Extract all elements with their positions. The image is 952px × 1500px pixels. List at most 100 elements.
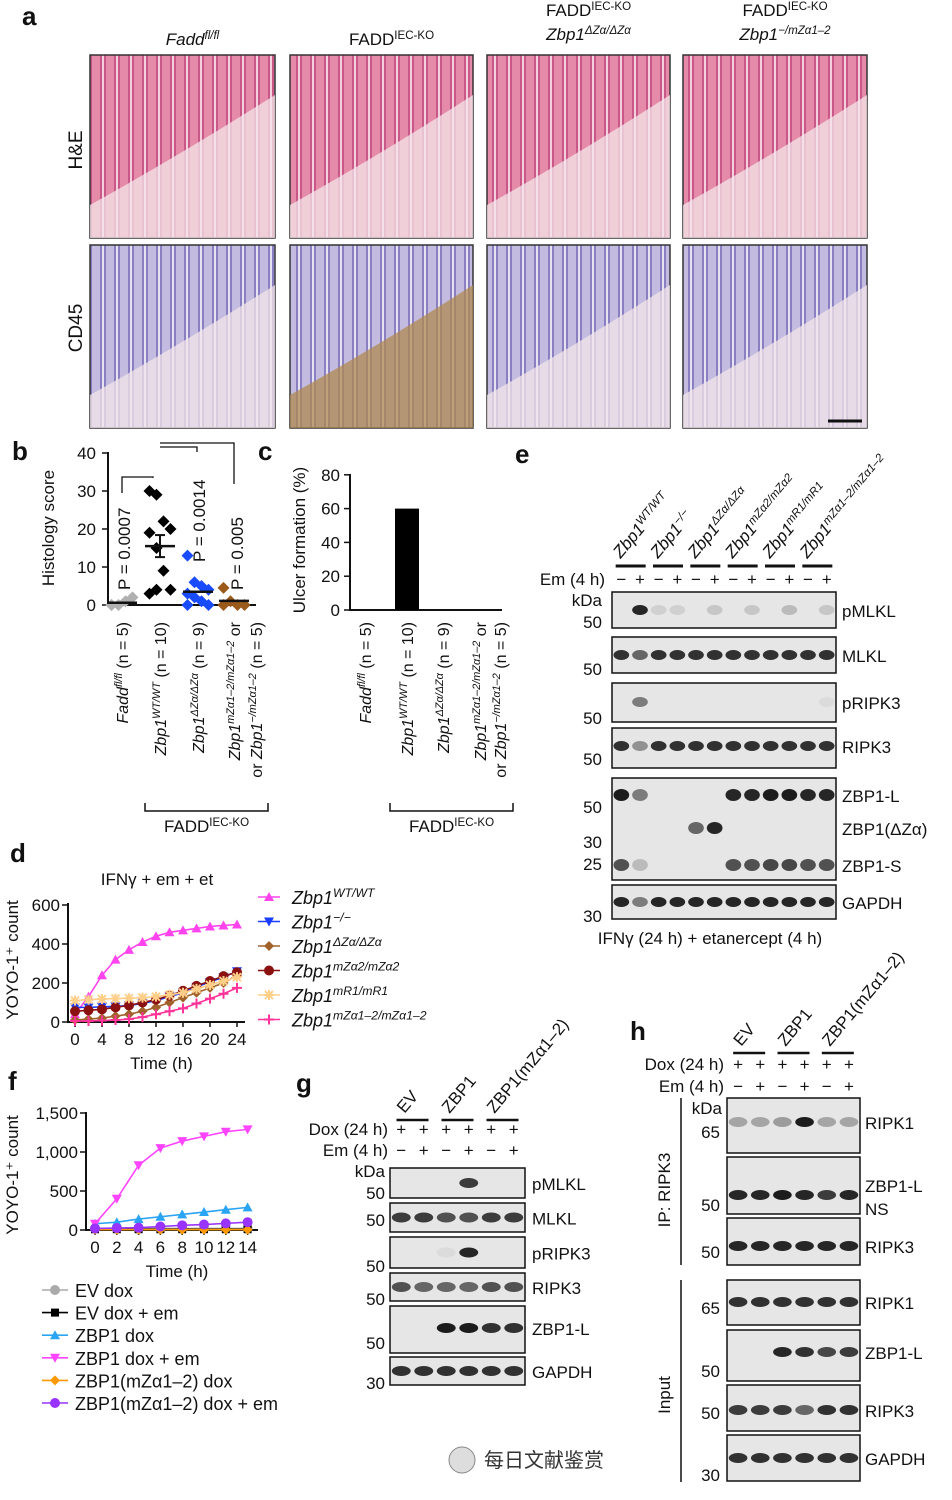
panel-label-a: a [22,1,37,31]
em-sign: − [654,570,664,589]
band [669,605,686,615]
band [744,741,760,751]
chart-title: IFNγ + em + et [101,870,214,889]
legend-label: Zbp1mZα2/mZα2 [291,960,400,982]
construct-label: ZBP1(mZα1–2) [818,948,907,1050]
dox-sign: + [509,1120,519,1139]
ip-label: IP: RIPK3 [655,1153,674,1228]
blot-row-label: ZBP1-L [842,787,900,806]
blot-h [726,1329,861,1382]
band [818,789,835,801]
dox-sign: + [396,1120,406,1139]
blot-row-label: GAPDH [532,1363,592,1382]
band [504,1323,524,1333]
data-point [164,1006,175,1017]
blot-membrane [726,1279,861,1326]
data-point [150,488,163,501]
group-label-b: or Zbp1−/mZα1–2 (n = 5) [247,622,266,778]
data-point [83,1005,94,1016]
panel-label-c: c [258,436,272,466]
band [632,741,648,751]
blot-row-label: RIPK3 [532,1279,581,1298]
group-label-c: or Zbp1−/mZα1–2 (n = 5) [491,622,510,778]
data-point [164,927,175,937]
blot-row-label: RIPK3 [842,738,891,757]
data-point [164,583,177,596]
series [90,1217,253,1234]
em-sign: + [635,570,645,589]
band [817,1117,837,1127]
band [391,1212,411,1223]
band [613,650,630,660]
ytick-label: 0 [87,596,96,615]
blot-e [611,727,837,769]
blot-row-label: RIPK1 [865,1114,914,1133]
group-label-b: Zbp1WT/WT (n = 10) [151,622,170,756]
data-point [199,1219,209,1230]
band [688,897,704,907]
kda-marker: 50 [583,798,602,817]
blot-e [611,591,837,629]
data-point [150,583,163,596]
xtick-label: 24 [228,1030,247,1049]
xtick-label: 2 [112,1238,121,1257]
band [818,741,835,751]
xtick-label: 10 [195,1238,214,1257]
blot-membrane [389,1167,526,1199]
data-point [177,1220,188,1231]
band [728,1453,748,1463]
band [459,1282,479,1292]
band [781,605,798,615]
em-sign: − [803,570,813,589]
data-point [151,1009,161,1020]
data-point [264,917,274,927]
x-axis-label: Time (h) [130,1054,193,1073]
band [839,1241,859,1251]
legend-item: EV dox [42,1281,133,1301]
blot-membrane [726,1434,861,1482]
blot-e [611,682,837,723]
data-point [83,994,94,1005]
panel-label-h: h [630,1016,646,1046]
data-point [124,1014,134,1025]
watermark-text: 每日文献鉴赏 [484,1448,604,1472]
group-bracket-label: FADDIEC-KO [164,817,249,836]
band [839,1297,859,1307]
xtick-label: 8 [124,1030,133,1049]
em-sign: + [464,1141,474,1160]
dox-sign: + [486,1120,496,1139]
kda-marker: 50 [701,1243,720,1262]
data-point [199,1132,209,1142]
dox-sign: + [464,1120,474,1139]
data-point [111,1194,122,1204]
dox-sign: + [419,1120,429,1139]
data-point [178,1003,188,1014]
band [744,605,760,615]
blot-membrane [726,1156,861,1215]
data-point [137,992,148,1003]
xtick-label: 0 [70,1030,79,1049]
legend-label: Zbp1mZα1–2/mZα1–2 [291,1009,427,1031]
data-point [126,591,139,604]
data-point [232,972,242,983]
band [817,1453,837,1463]
blot-membrane [611,636,837,674]
y-axis-label: YOYO-1⁺ count [3,1115,22,1235]
blot-row-label: ZBP1(ΔZα) [842,820,927,839]
blot-membrane [389,1202,526,1233]
blot-row-label: pMLKL [842,602,896,621]
p-value: P = 0.0007 [115,508,134,590]
blot-e [611,636,837,674]
y-axis-label: Ulcer formation (%) [290,467,309,613]
panel-label-b: b [12,436,28,466]
band [706,822,723,834]
em-sign: − [396,1141,406,1160]
data-point [137,1012,148,1023]
dox-sign: + [844,1055,854,1074]
ytick-label: 1,000 [35,1143,78,1162]
data-point [202,599,215,611]
blot-g [389,1356,526,1386]
band [632,859,648,871]
band [839,1453,859,1463]
band [817,1190,837,1200]
